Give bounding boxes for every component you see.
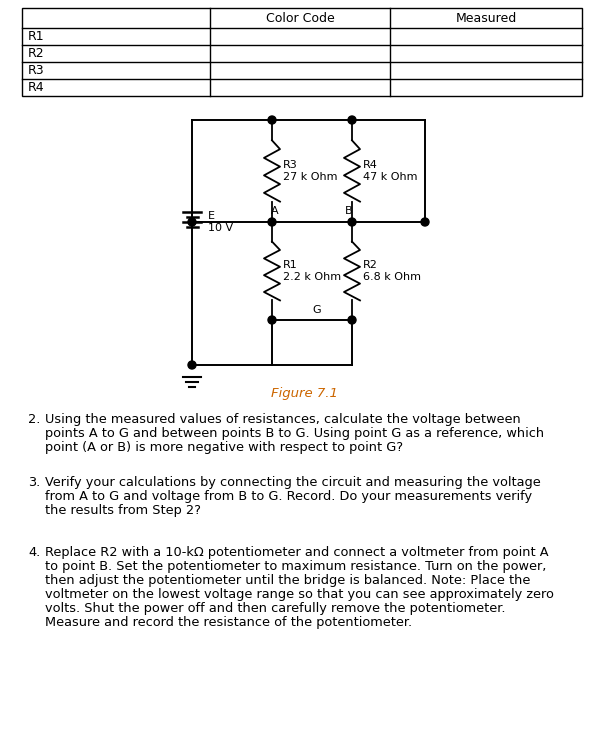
Text: R2
6.8 k Ohm: R2 6.8 k Ohm [363, 260, 421, 282]
Text: B: B [345, 206, 353, 216]
Text: point (A or B) is more negative with respect to point G?: point (A or B) is more negative with res… [45, 441, 403, 454]
Text: Verify your calculations by connecting the circuit and measuring the voltage: Verify your calculations by connecting t… [45, 476, 541, 489]
Text: 4.: 4. [28, 546, 40, 559]
Circle shape [421, 218, 429, 226]
Bar [22, 8, 582, 96]
Text: Figure 7.1: Figure 7.1 [271, 386, 337, 399]
Circle shape [348, 316, 356, 324]
Text: Color Code: Color Code [266, 12, 334, 25]
Text: 2.: 2. [28, 413, 40, 426]
Circle shape [188, 361, 196, 369]
Circle shape [348, 218, 356, 226]
Text: E
10 V: E 10 V [208, 211, 233, 233]
Text: Using the measured values of resistances, calculate the voltage between: Using the measured values of resistances… [45, 413, 520, 426]
Text: R3: R3 [28, 64, 44, 77]
Text: A: A [271, 206, 279, 216]
Circle shape [348, 116, 356, 124]
Text: voltmeter on the lowest voltage range so that you can see approximately zero: voltmeter on the lowest voltage range so… [45, 588, 554, 601]
Circle shape [268, 218, 276, 226]
Text: to point B. Set the potentiometer to maximum resistance. Turn on the power,: to point B. Set the potentiometer to max… [45, 560, 547, 573]
Text: Measure and record the resistance of the potentiometer.: Measure and record the resistance of the… [45, 616, 412, 629]
Text: volts. Shut the power off and then carefully remove the potentiometer.: volts. Shut the power off and then caref… [45, 602, 505, 615]
Text: R3
27 k Ohm: R3 27 k Ohm [283, 160, 337, 182]
Text: R4: R4 [28, 81, 44, 94]
Text: R1: R1 [28, 30, 44, 43]
Circle shape [268, 316, 276, 324]
Text: the results from Step 2?: the results from Step 2? [45, 504, 201, 517]
Text: from A to G and voltage from B to G. Record. Do your measurements verify: from A to G and voltage from B to G. Rec… [45, 490, 532, 503]
Text: then adjust the potentiometer until the bridge is balanced. Note: Place the: then adjust the potentiometer until the … [45, 574, 530, 587]
Text: Replace R2 with a 10-kΩ potentiometer and connect a voltmeter from point A: Replace R2 with a 10-kΩ potentiometer an… [45, 546, 548, 559]
Text: 3.: 3. [28, 476, 40, 489]
Text: Measured: Measured [455, 12, 517, 25]
Text: G: G [313, 305, 321, 315]
Circle shape [188, 218, 196, 226]
Circle shape [268, 116, 276, 124]
Text: points A to G and between points B to G. Using point G as a reference, which: points A to G and between points B to G.… [45, 427, 544, 440]
Text: R2: R2 [28, 47, 44, 60]
Text: R1
2.2 k Ohm: R1 2.2 k Ohm [283, 260, 341, 282]
Text: R4
47 k Ohm: R4 47 k Ohm [363, 160, 418, 182]
